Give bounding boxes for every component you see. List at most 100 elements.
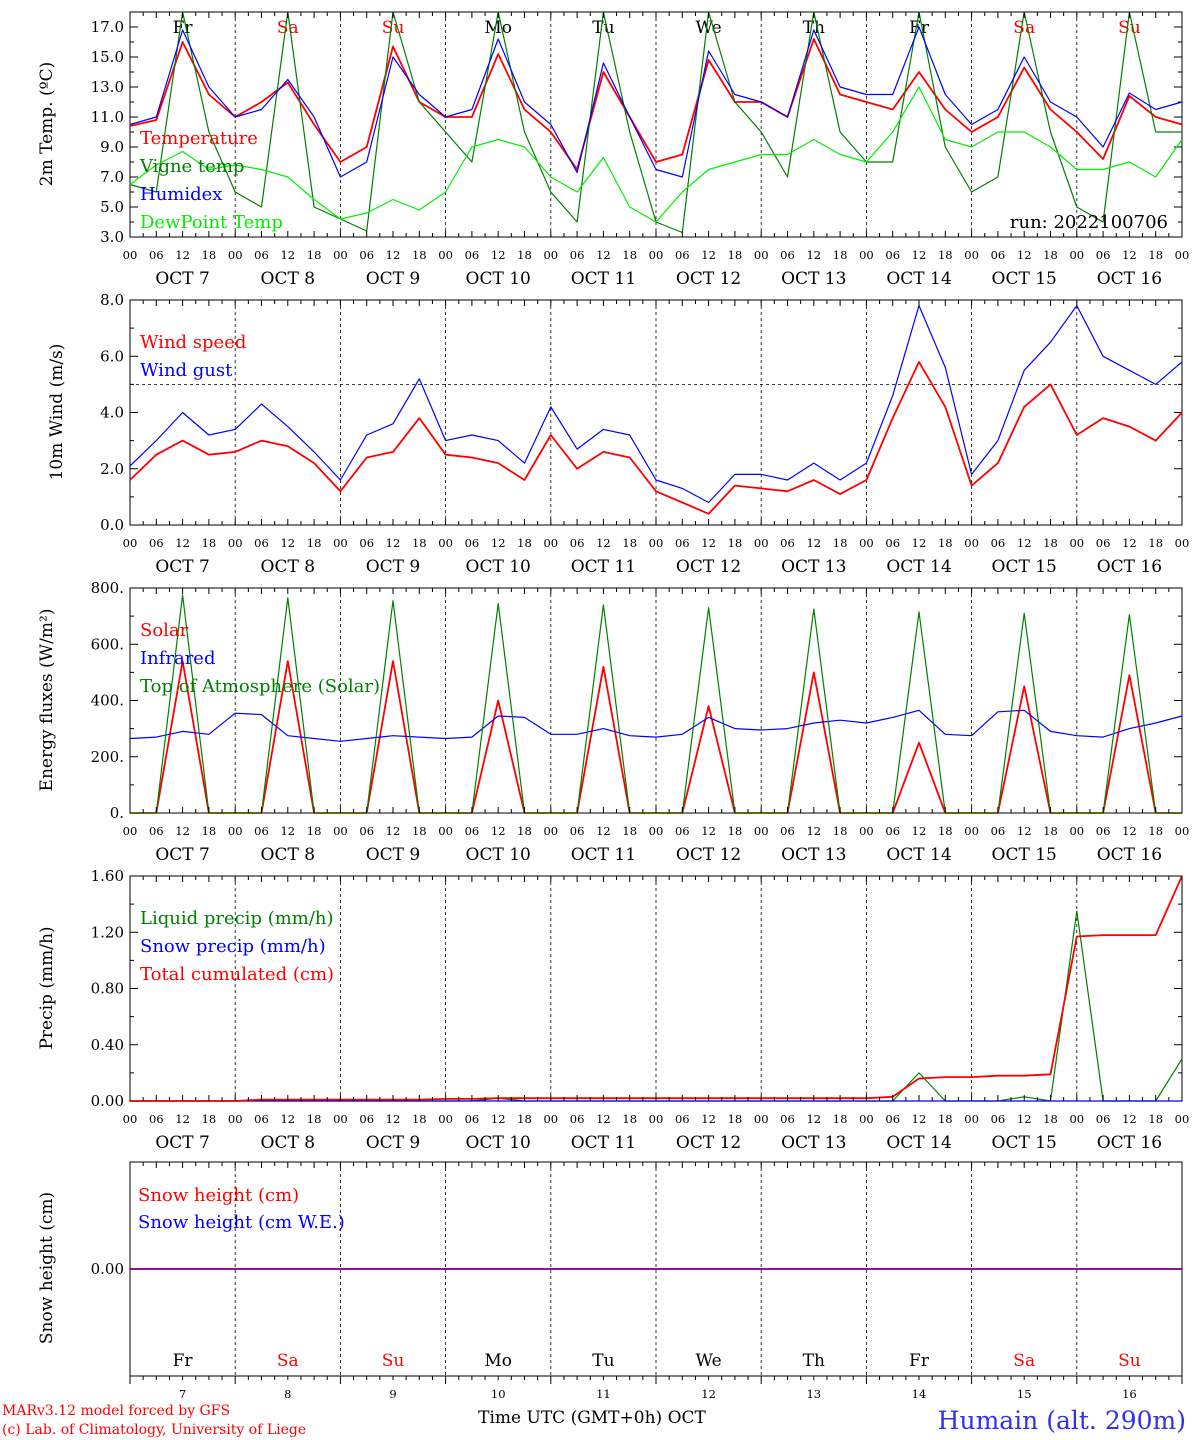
day-name-top: Su	[1118, 18, 1141, 38]
date-label: OCT 14	[886, 1133, 951, 1153]
date-label: OCT 9	[366, 1133, 421, 1153]
y-tick-label: 200.	[91, 748, 124, 766]
hour-label: 00	[123, 824, 138, 838]
panel-energy-grid	[234, 588, 1078, 813]
panel-energy-yticks: 0. 200. 400. 600. 800.	[91, 579, 1182, 822]
hour-label: 18	[202, 824, 217, 838]
y-tick-label: 0.	[110, 804, 124, 822]
y-tick-label: 0.40	[91, 1036, 124, 1054]
day-name-top: Fr	[173, 18, 194, 38]
hour-label: 06	[254, 824, 269, 838]
hour-label: 00	[543, 248, 558, 262]
hour-label: 06	[780, 536, 795, 550]
hour-label: 00	[543, 1112, 558, 1126]
hour-label: 06	[149, 536, 164, 550]
panel-wind: 10m Wind (m/s) 0.0 2.0 4.0 6.0 8.0 Wind spee…	[47, 291, 1189, 577]
date-label: OCT 15	[992, 557, 1057, 577]
y-tick-label: 5.0	[100, 198, 124, 216]
hour-label: 00	[1069, 824, 1084, 838]
hour-label: 12	[175, 824, 190, 838]
hour-label: 12	[806, 536, 821, 550]
hour-label: 18	[938, 1112, 953, 1126]
hour-label: 06	[149, 1112, 164, 1126]
y-tick-label: 0.0	[100, 516, 124, 534]
y-tick-label: 0.00	[91, 1092, 124, 1110]
hour-label: 18	[1148, 536, 1163, 550]
panel-temperature-daynames: Fr Sa Su Mo Tu We Th Fr Sa Su	[173, 18, 1141, 38]
panel-snow: Snow height (cm) 0.00 Snow height (cm) S…	[37, 1161, 1183, 1401]
series-line-temperature	[129, 38, 1183, 171]
y-tick-label: 0.80	[91, 980, 124, 998]
hour-label: 18	[833, 824, 848, 838]
hour-label: 18	[833, 536, 848, 550]
hour-label: 00	[964, 824, 979, 838]
hour-label: 18	[1148, 824, 1163, 838]
hour-label: 00	[333, 824, 348, 838]
hour-label: 18	[622, 824, 637, 838]
hour-label: 12	[1122, 824, 1137, 838]
hour-label: 12	[912, 1112, 927, 1126]
day-name-bottom: We	[696, 1351, 722, 1371]
hour-label: 18	[202, 536, 217, 550]
panel-temperature-series	[129, 11, 1183, 234]
date-label: OCT 16	[1097, 845, 1162, 865]
hour-label: 00	[1069, 248, 1084, 262]
day-name-top: Mo	[484, 18, 512, 38]
day-number-label: 16	[1122, 1387, 1137, 1401]
hour-label: 00	[333, 248, 348, 262]
hour-label: 12	[596, 536, 611, 550]
hour-label: 18	[307, 248, 322, 262]
hour-label: 12	[175, 248, 190, 262]
hour-label: 00	[123, 248, 138, 262]
day-name-top: Th	[803, 18, 825, 38]
hour-label: 12	[175, 536, 190, 550]
hour-label: 00	[228, 1112, 243, 1126]
hour-label: 12	[280, 1112, 295, 1126]
day-name-bottom: Sa	[1013, 1351, 1035, 1371]
hour-label: 12	[386, 824, 401, 838]
legend-liquid-precip: Liquid precip (mm/h)	[140, 908, 334, 929]
hour-label: 12	[912, 536, 927, 550]
y-tick-label: 600.	[91, 635, 124, 653]
hour-label: 06	[149, 248, 164, 262]
hour-label: 18	[1043, 248, 1058, 262]
panel-snow-ylabel: Snow height (cm)	[37, 1192, 57, 1344]
hour-label: 18	[517, 536, 532, 550]
date-label: OCT 7	[155, 845, 210, 865]
hour-label: 12	[1017, 1112, 1032, 1126]
hour-label: 18	[728, 536, 743, 550]
hour-label: 12	[491, 1112, 506, 1126]
panel-precip-ylabel: Precip (mm/h)	[37, 926, 57, 1049]
hour-label: 12	[1122, 248, 1137, 262]
day-name-top: Sa	[277, 18, 299, 38]
day-number-label: 14	[912, 1387, 927, 1401]
hour-label: 00	[649, 536, 664, 550]
date-label: OCT 8	[261, 269, 316, 289]
date-label: OCT 8	[261, 557, 316, 577]
legend-wind-speed: Wind speed	[140, 332, 246, 353]
y-tick-label: 1.60	[91, 867, 124, 885]
hour-label: 12	[701, 824, 716, 838]
hour-label: 12	[386, 536, 401, 550]
hour-label: 18	[202, 1112, 217, 1126]
hour-label: 18	[1148, 1112, 1163, 1126]
panel-energy: Energy fluxes (W/m²) 0.200.400.600.800. …	[37, 579, 1189, 865]
hour-label: 06	[991, 824, 1006, 838]
hour-label: 00	[438, 1112, 453, 1126]
hour-label: 06	[465, 1112, 480, 1126]
hour-label: 12	[280, 248, 295, 262]
hour-label: 18	[412, 824, 427, 838]
hour-label: 06	[675, 824, 690, 838]
hour-label: 06	[780, 1112, 795, 1126]
date-label: OCT 12	[676, 845, 741, 865]
y-tick-label: 400.	[91, 692, 124, 710]
date-label: OCT 14	[886, 845, 951, 865]
hour-label: 06	[1096, 248, 1111, 262]
legend-dewpoint: DewPoint Temp	[140, 212, 283, 233]
hour-label: 00	[543, 824, 558, 838]
hour-label: 18	[728, 248, 743, 262]
series-line-dewpoint-temp	[129, 86, 1183, 223]
day-name-bottom: Th	[803, 1351, 825, 1371]
hour-label: 06	[991, 536, 1006, 550]
panel-wind-xaxis: 00 06 12 18 OCT 7 00 06 12 18 OCT 8 00 06 12 18 OCT 9 0…	[123, 300, 1189, 577]
